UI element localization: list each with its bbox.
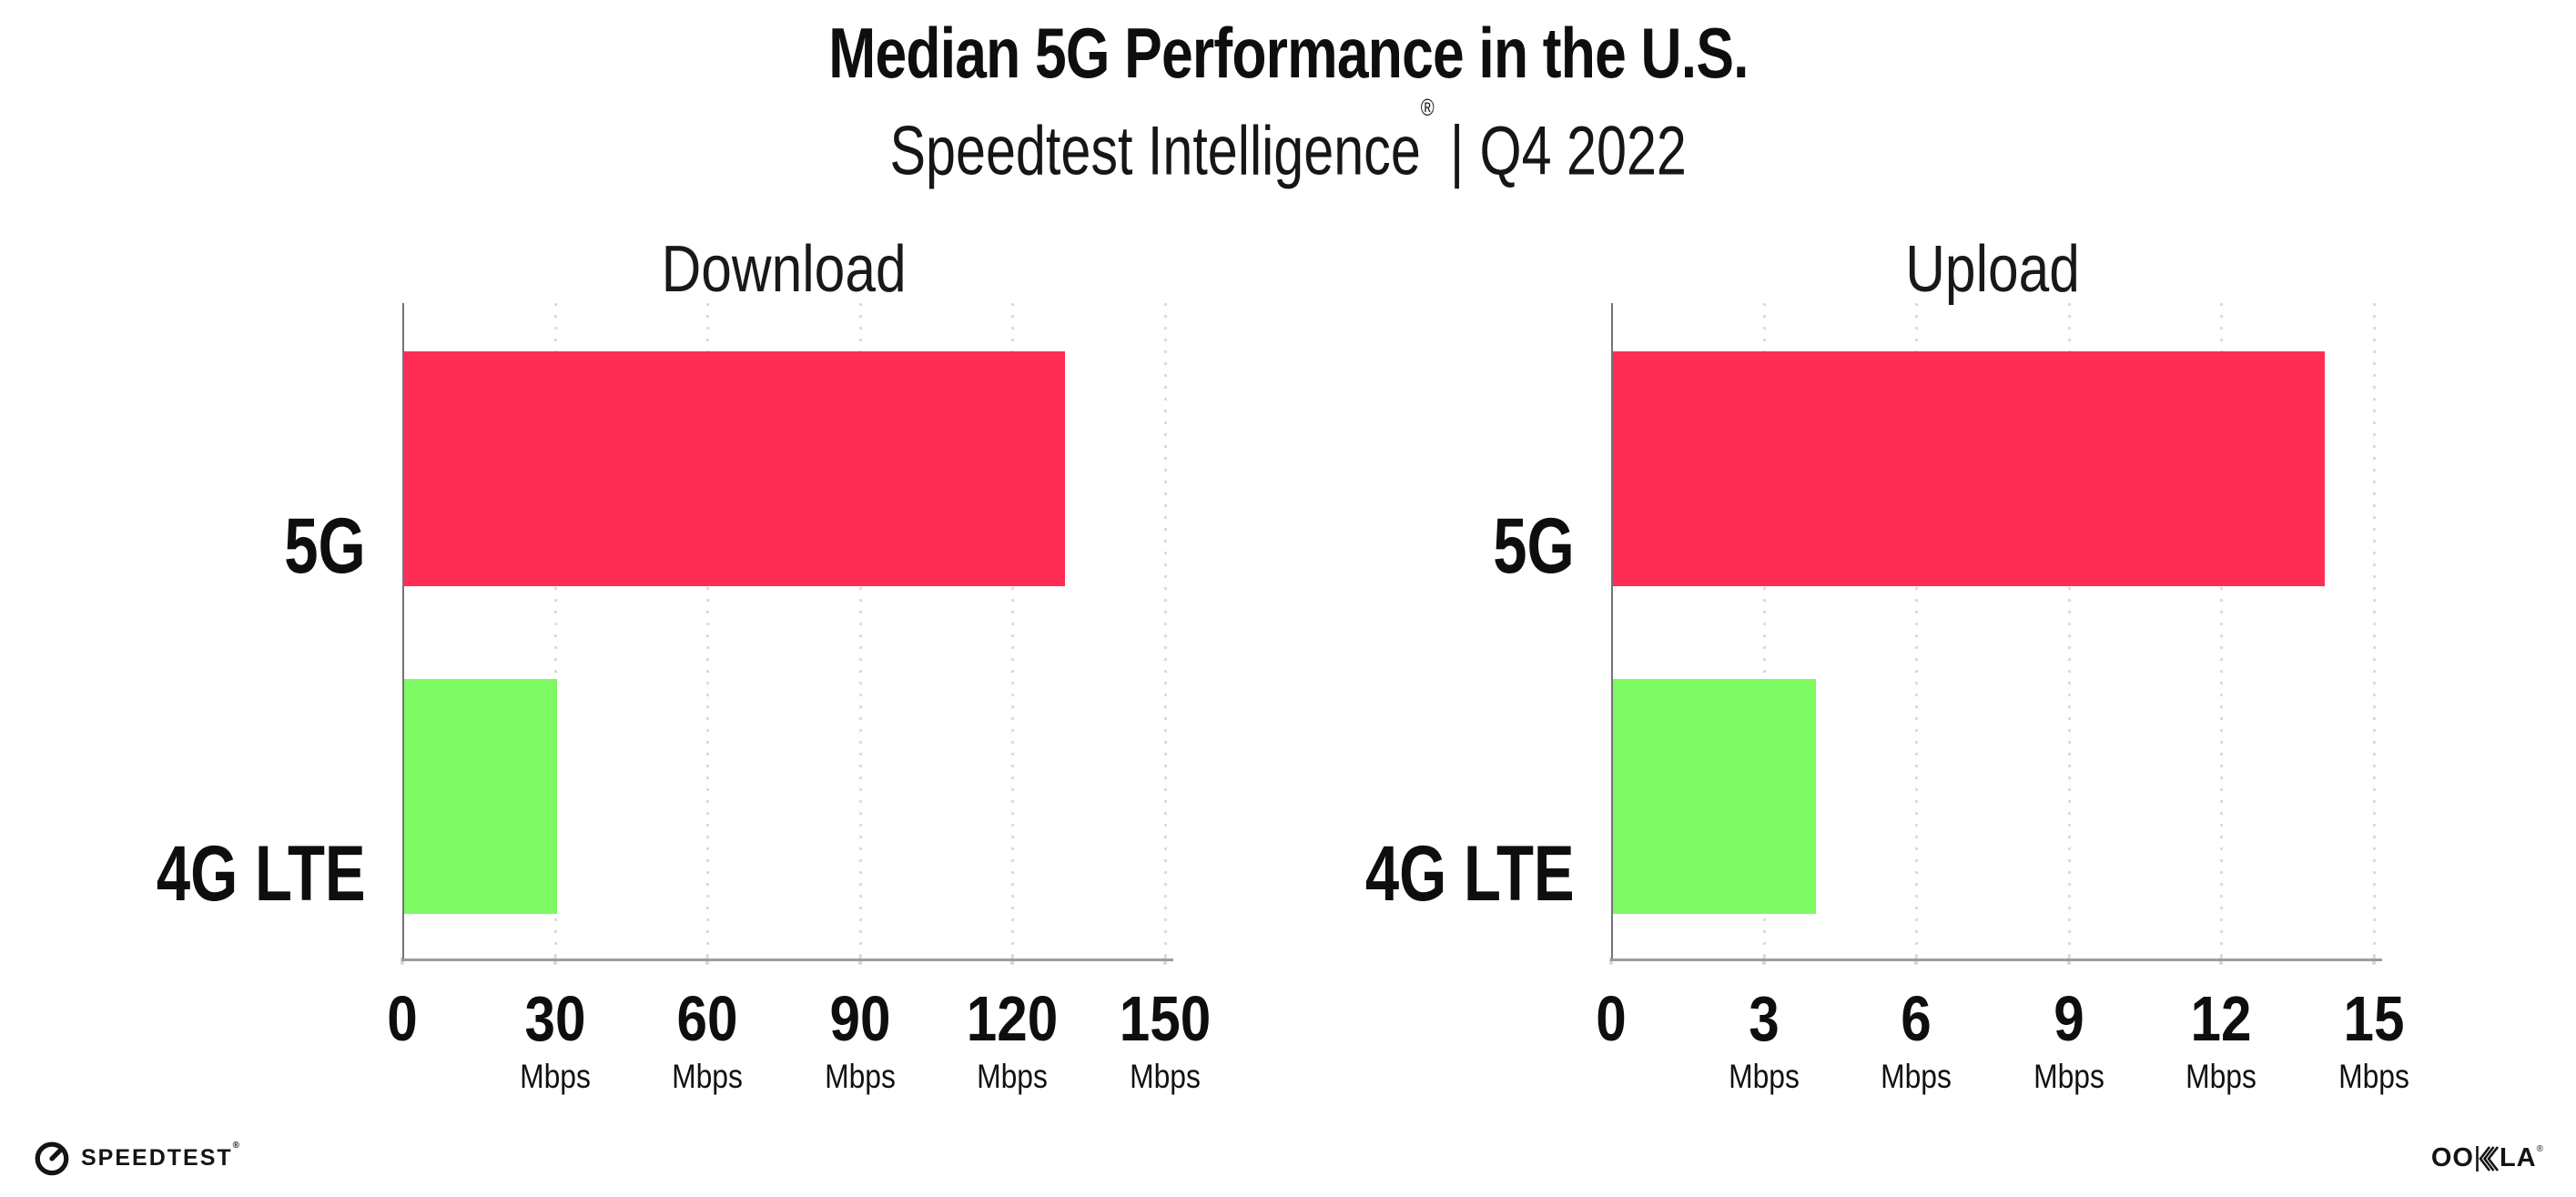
x-tick-unit: Mbps xyxy=(1881,1058,1952,1095)
speedtest-registered-mark: ® xyxy=(232,1141,240,1151)
x-tick-9: 9 Mbps xyxy=(2033,983,2104,1095)
gridline xyxy=(2373,303,2376,959)
gridline xyxy=(858,303,862,959)
x-tick-unit: Mbps xyxy=(977,1058,1049,1095)
upload-chart: Upload 5G 4G LTE 0 3 Mbps 6 Mbps 9 Mbps 12 Mbps 15… xyxy=(1302,226,2409,1100)
x-tick-value: 120 xyxy=(967,983,1059,1054)
x-axis-line xyxy=(401,959,1173,961)
x-tick-90: 90 Mbps xyxy=(824,983,896,1095)
x-tick-value: 15 xyxy=(2343,983,2405,1054)
x-tick-12: 12 Mbps xyxy=(2186,983,2257,1095)
page-subtitle: Speedtest Intelligence® | Q4 2022 xyxy=(0,94,2576,195)
x-tick-unit: Mbps xyxy=(1728,1058,1800,1095)
gridline xyxy=(1164,303,1167,959)
gridline xyxy=(1011,303,1015,959)
x-tick-value: 0 xyxy=(1596,983,1627,1054)
gridline xyxy=(2067,303,2071,959)
chart-title-upload: Upload xyxy=(1905,233,2080,306)
x-tick-0: 0 xyxy=(1596,983,1627,1054)
x-tick-unit: Mbps xyxy=(824,1058,896,1095)
ookla-k-glyph xyxy=(2476,1145,2499,1172)
speedtest-gauge-icon xyxy=(35,1141,69,1176)
bar-layer xyxy=(402,303,1165,959)
category-label-5g: 5G xyxy=(1493,502,1575,590)
x-tick-60: 60 Mbps xyxy=(672,983,744,1095)
x-tick-unit: Mbps xyxy=(2033,1058,2104,1095)
x-tick-value: 3 xyxy=(1748,983,1780,1054)
x-tick-150: 150 Mbps xyxy=(1119,983,1212,1095)
x-tick-value: 0 xyxy=(387,983,418,1054)
registered-mark: ® xyxy=(1420,94,1435,121)
bar-5g xyxy=(1613,351,2326,586)
x-tick-unit: Mbps xyxy=(519,1058,591,1095)
category-label-4g-lte: 4G LTE xyxy=(1365,830,1575,918)
x-tick-value: 60 xyxy=(676,983,738,1054)
category-label-5g: 5G xyxy=(284,502,366,590)
x-tick-value: 12 xyxy=(2190,983,2252,1054)
x-axis-ticks: 0 30 Mbps 60 Mbps 90 Mbps 120 Mbps 150 Mbps xyxy=(387,983,1211,1097)
category-labels: 5G 4G LTE xyxy=(93,303,366,959)
plot-area-download xyxy=(401,303,1167,965)
speedtest-logo: SPEEDTEST® xyxy=(33,1139,239,1177)
x-tick-unit: Mbps xyxy=(2338,1058,2409,1095)
bar-4g-lte xyxy=(404,679,557,914)
ookla-logo: OO LA ® xyxy=(2431,1143,2543,1173)
bar-5g xyxy=(404,351,1066,586)
x-tick-15: 15 Mbps xyxy=(2338,983,2409,1095)
x-tick-3: 3 Mbps xyxy=(1728,983,1800,1095)
download-chart: Download 5G 4G LTE 0 30 Mbps 60 Mbps 90 Mbps 120… xyxy=(93,226,1211,1100)
x-tick-unit: Mbps xyxy=(2186,1058,2257,1095)
x-tick-value: 30 xyxy=(524,983,586,1054)
speedtest-wordmark: SPEEDTEST® xyxy=(81,1141,240,1171)
x-tick-6: 6 Mbps xyxy=(1881,983,1952,1095)
gridline xyxy=(1915,303,1919,959)
y-axis-line xyxy=(1611,303,1613,960)
gridline xyxy=(2220,303,2224,959)
x-tick-unit: Mbps xyxy=(1130,1058,1201,1095)
ookla-wordmark-right: LA xyxy=(2499,1143,2537,1172)
x-tick-value: 90 xyxy=(829,983,891,1054)
gridline xyxy=(553,303,557,959)
header: Median 5G Performance in the U.S. Speedt… xyxy=(0,9,2576,195)
x-tick-unit: Mbps xyxy=(672,1058,744,1095)
category-label-4g-lte: 4G LTE xyxy=(157,830,366,918)
y-axis-line xyxy=(402,303,404,960)
x-axis-line xyxy=(1610,959,2382,961)
bar-layer xyxy=(1611,303,2374,959)
x-axis-ticks: 0 3 Mbps 6 Mbps 9 Mbps 12 Mbps 15 Mbps xyxy=(1596,983,2409,1097)
x-tick-value: 9 xyxy=(2054,983,2084,1054)
bar-4g-lte xyxy=(1613,679,1817,914)
subtitle-period: Q4 2022 xyxy=(1479,112,1687,190)
gridline xyxy=(706,303,710,959)
subtitle-brand: Speedtest Intelligence xyxy=(889,112,1421,190)
x-tick-value: 150 xyxy=(1119,983,1212,1054)
x-tick-120: 120 Mbps xyxy=(967,983,1059,1095)
gridline xyxy=(1762,303,1766,959)
x-tick-value: 6 xyxy=(1901,983,1932,1054)
plot-area-upload xyxy=(1609,303,2376,965)
ookla-wordmark-left: OO xyxy=(2430,1143,2474,1172)
chart-title-download: Download xyxy=(661,233,907,306)
category-labels: 5G 4G LTE xyxy=(1302,303,1575,959)
x-tick-30: 30 Mbps xyxy=(519,983,591,1095)
subtitle-separator: | xyxy=(1449,112,1465,190)
x-tick-0: 0 xyxy=(387,983,418,1054)
page-title: Median 5G Performance in the U.S. xyxy=(827,13,1749,93)
ookla-registered-mark: ® xyxy=(2536,1144,2543,1154)
